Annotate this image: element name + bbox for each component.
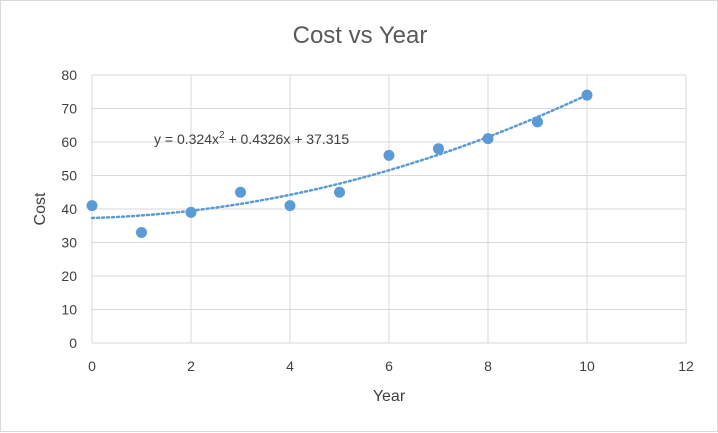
- data-point: [136, 226, 147, 238]
- data-point: [235, 186, 246, 198]
- x-tick-label: 8: [484, 358, 492, 374]
- y-tick-label: 60: [61, 134, 77, 150]
- x-tick-label: 2: [187, 358, 195, 374]
- x-axis-title: Year: [373, 388, 406, 405]
- trendline-equation: y = 0.324x2 + 0.4326x + 37.315: [154, 130, 349, 147]
- x-tick-label: 0: [88, 358, 96, 374]
- trendline: [90, 93, 589, 220]
- data-point: [383, 149, 395, 161]
- data-point: [185, 206, 197, 218]
- y-tick-label: 30: [61, 235, 77, 251]
- trendline-equation-exponent: 2: [219, 130, 225, 141]
- x-tick-labels: 0 2 4 6 8 10 12: [88, 358, 694, 374]
- data-point: [433, 143, 444, 155]
- data-point: [86, 200, 98, 212]
- y-tick-label: 80: [61, 67, 77, 83]
- data-points: [86, 89, 593, 238]
- trendline-equation-suffix: + 0.4326x + 37.315: [225, 131, 350, 147]
- chart-title: Cost vs Year: [293, 22, 428, 49]
- data-point: [532, 116, 543, 128]
- y-tick-label: 40: [61, 201, 77, 217]
- x-tick-label: 10: [579, 358, 595, 374]
- y-tick-label: 0: [69, 335, 77, 351]
- y-tick-label: 20: [61, 268, 77, 284]
- y-axis-title: Cost: [32, 192, 49, 225]
- y-tick-labels: 0 10 20 30 40 50 60 70 80: [61, 67, 77, 351]
- data-point: [284, 200, 296, 212]
- y-tick-label: 50: [61, 168, 77, 184]
- grid: [91, 74, 687, 344]
- data-point: [581, 89, 593, 101]
- y-tick-label: 70: [61, 101, 77, 117]
- data-point: [482, 133, 494, 145]
- x-tick-label: 6: [385, 358, 393, 374]
- y-tick-label: 10: [61, 302, 77, 318]
- x-tick-label: 12: [678, 358, 694, 374]
- data-point: [334, 186, 345, 198]
- x-tick-label: 4: [286, 358, 294, 374]
- trendline-equation-prefix: y = 0.324x: [154, 131, 219, 147]
